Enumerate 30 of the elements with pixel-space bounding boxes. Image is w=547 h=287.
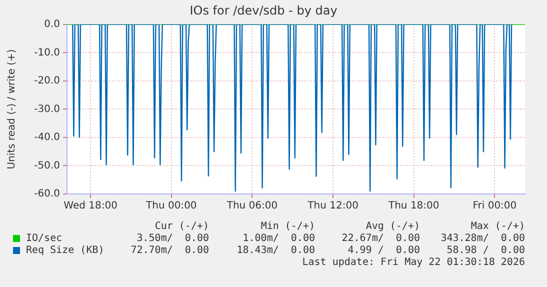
text: 1.00m/ 0.00 [242, 233, 315, 245]
y-tick-label: -10.0 [34, 47, 60, 58]
text: 343.28m/ 0.00 [440, 233, 525, 245]
x-tick-label: Thu 00:00 [145, 200, 197, 212]
x-tick-label: Thu 12:00 [306, 200, 358, 212]
y-tick-label: -20.0 [34, 76, 60, 87]
y-tick-label: -60.0 [34, 188, 60, 200]
text: Cur (-/+) [154, 221, 209, 233]
text: 4.99 / 0.00 [348, 245, 420, 257]
y-tick-label: 0.0 [44, 18, 60, 30]
x-tick-label: Thu 06:00 [226, 200, 278, 212]
y-tick-label: -50.0 [34, 160, 60, 172]
y-tick-label: -40.0 [34, 132, 60, 144]
text: 22.67m/ 0.00 [342, 233, 420, 245]
text: 58.98 / 0.00 [446, 245, 525, 257]
x-tick-label: Fri 00:00 [472, 200, 517, 212]
text: 3.50m/ 0.00 [136, 233, 209, 245]
text: Min (-/+) [260, 221, 315, 233]
x-tick-label: Wed 18:00 [64, 200, 118, 212]
legend-label: IO/sec [26, 233, 62, 245]
text: Max (-/+) [470, 221, 525, 233]
chart-title: IOs for /dev/sdb - by day [190, 3, 338, 18]
y-tick-label: -30.0 [34, 104, 60, 115]
text: 72.70m/ 0.00 [130, 245, 209, 257]
text: Avg (-/+) [366, 221, 420, 233]
y-axis-title: Units read (-) / write (+) [6, 49, 18, 170]
text: Last update: Fri May 22 01:30:18 2026 [302, 257, 525, 269]
text: 18.43m/ 0.00 [236, 245, 315, 257]
x-tick-label: Thu 18:00 [387, 200, 440, 212]
legend-label: Req Size (KB) [26, 245, 104, 257]
